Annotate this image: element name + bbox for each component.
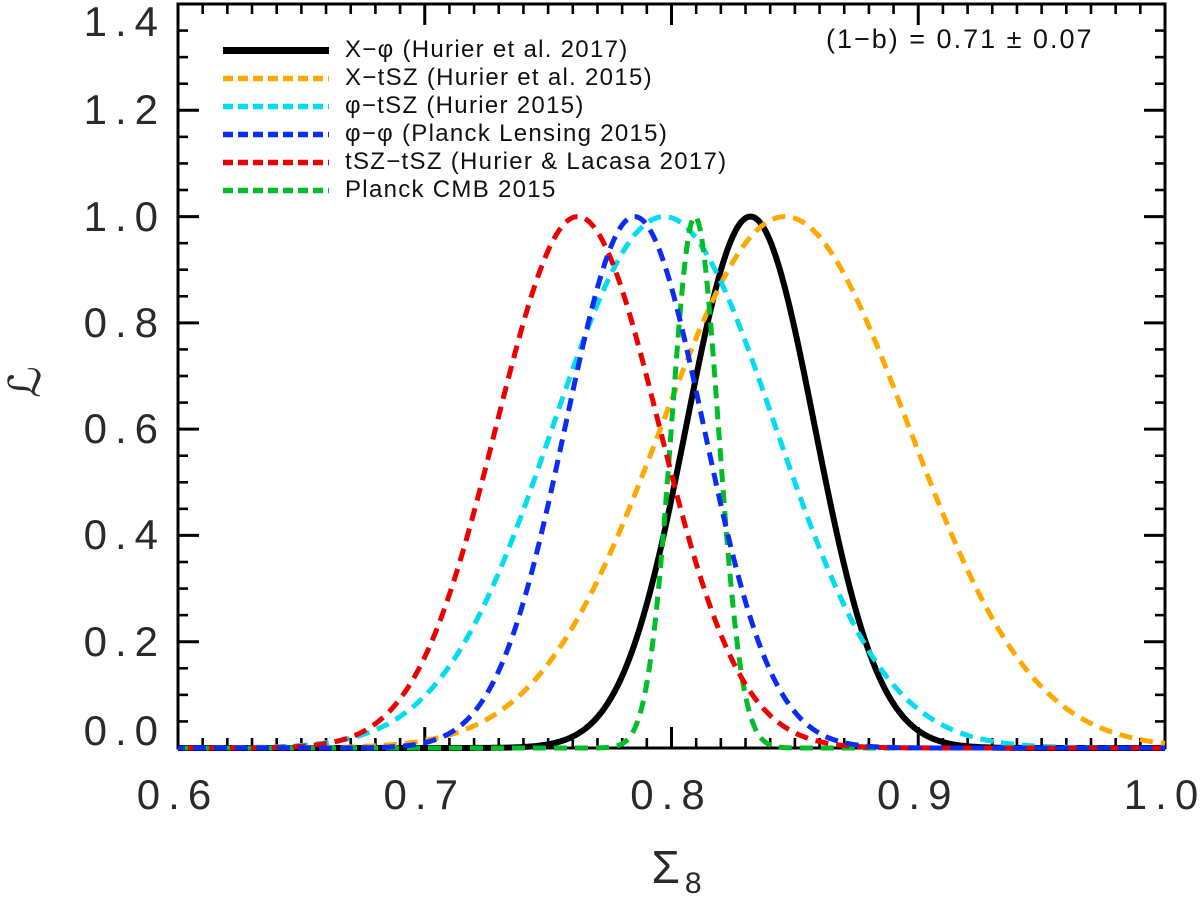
y-tick-label: 0.8 (83, 298, 166, 346)
legend-swatch-line (223, 103, 329, 109)
sigma-subscript: 8 (684, 867, 702, 899)
y-tick-label: 0.2 (83, 617, 166, 665)
legend-item: φ−tSZ (Hurier 2015) (222, 92, 727, 120)
legend-swatch-line (223, 131, 329, 137)
sigma-symbol: Σ (651, 841, 682, 893)
x-tick-label: 0.7 (383, 771, 466, 818)
curves (178, 213, 1166, 751)
legend-item-label: φ−tSZ (Hurier 2015) (345, 92, 585, 119)
y-tick-label: 0.0 (83, 707, 166, 754)
legend-swatch-line (223, 187, 329, 193)
legend-item: X−φ (Hurier et al. 2017) (222, 36, 727, 64)
x-tick-label: 1.0 (1123, 771, 1200, 818)
y-axis-label: ℒ (0, 366, 51, 398)
legend-item-label: tSZ−tSZ (Hurier & Lacasa 2017) (345, 148, 728, 175)
x-tick-label: 0.9 (877, 771, 960, 818)
legend-item: φ−φ (Planck Lensing 2015) (222, 120, 727, 148)
legend-item: X−tSZ (Hurier et al. 2015) (222, 64, 727, 92)
legend: X−φ (Hurier et al. 2017) X−tSZ (Hurier e… (222, 36, 727, 204)
x-tick-label: 0.6 (136, 771, 220, 818)
y-tick-label: 1.2 (83, 86, 166, 134)
y-tick-label: 0.4 (83, 511, 166, 559)
legend-item: tSZ−tSZ (Hurier & Lacasa 2017) (222, 148, 727, 176)
axes-box (176, 2, 1167, 750)
legend-item-label: φ−φ (Planck Lensing 2015) (345, 120, 669, 147)
legend-swatch-line (223, 159, 329, 165)
y-tick-label: 1.4 (83, 0, 166, 45)
legend-item-label: X−φ (Hurier et al. 2017) (345, 36, 629, 63)
bias-annotation: (1−b) = 0.71 ± 0.07 (826, 24, 1094, 54)
legend-item-label: X−tSZ (Hurier et al. 2015) (345, 64, 653, 91)
curve-4 (178, 214, 1165, 751)
y-tick-label: 0.6 (83, 405, 166, 453)
legend-swatch-line (223, 75, 329, 81)
legend-swatch-line (223, 46, 329, 54)
x-tick-label: 0.8 (630, 771, 713, 818)
legend-item-label: Planck CMB 2015 (345, 176, 557, 203)
curve-3 (178, 214, 1165, 751)
legend-item: Planck CMB 2015 (222, 176, 727, 204)
y-tick-label: 1.0 (83, 192, 166, 240)
